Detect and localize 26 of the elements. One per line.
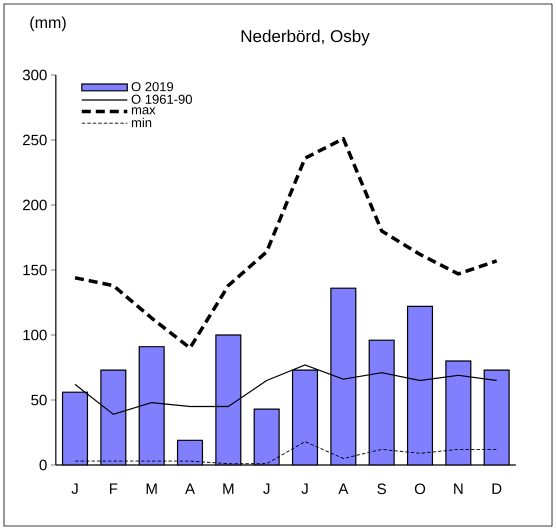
- y-tick-label: 100: [23, 330, 47, 340]
- y-tick-label: 50: [31, 394, 47, 406]
- x-tick-label: F: [110, 484, 118, 494]
- x-tick-label: N: [454, 484, 463, 494]
- legend-label: O 2019: [132, 82, 174, 92]
- y-tick-label: 250: [23, 134, 47, 146]
- x-tick-label: J: [301, 484, 308, 494]
- x-tick-label: M: [223, 484, 234, 494]
- y-tick-label: 150: [23, 264, 47, 276]
- x-tick-label: A: [185, 484, 195, 494]
- x-tick-label: M: [146, 484, 157, 494]
- x-tick-label: J: [263, 484, 270, 494]
- legend-label: min: [132, 118, 152, 128]
- x-tick-label: A: [338, 484, 348, 494]
- x-tick-label: S: [377, 484, 386, 494]
- y-tick-label: 0: [40, 460, 47, 470]
- x-tick-label: J: [71, 484, 78, 494]
- legend-label: max: [132, 107, 156, 114]
- y-tick-label: 300: [22, 70, 47, 80]
- y-axis-title: (mm): [30, 16, 66, 32]
- x-tick-label: O: [414, 484, 426, 494]
- y-tick-label: 200: [23, 200, 47, 210]
- x-tick-label: D: [492, 484, 502, 494]
- legend-label: O 1961-90: [132, 94, 192, 104]
- line-series: [73, 136, 498, 350]
- chart-title: Nederbörd, Osby: [242, 30, 370, 46]
